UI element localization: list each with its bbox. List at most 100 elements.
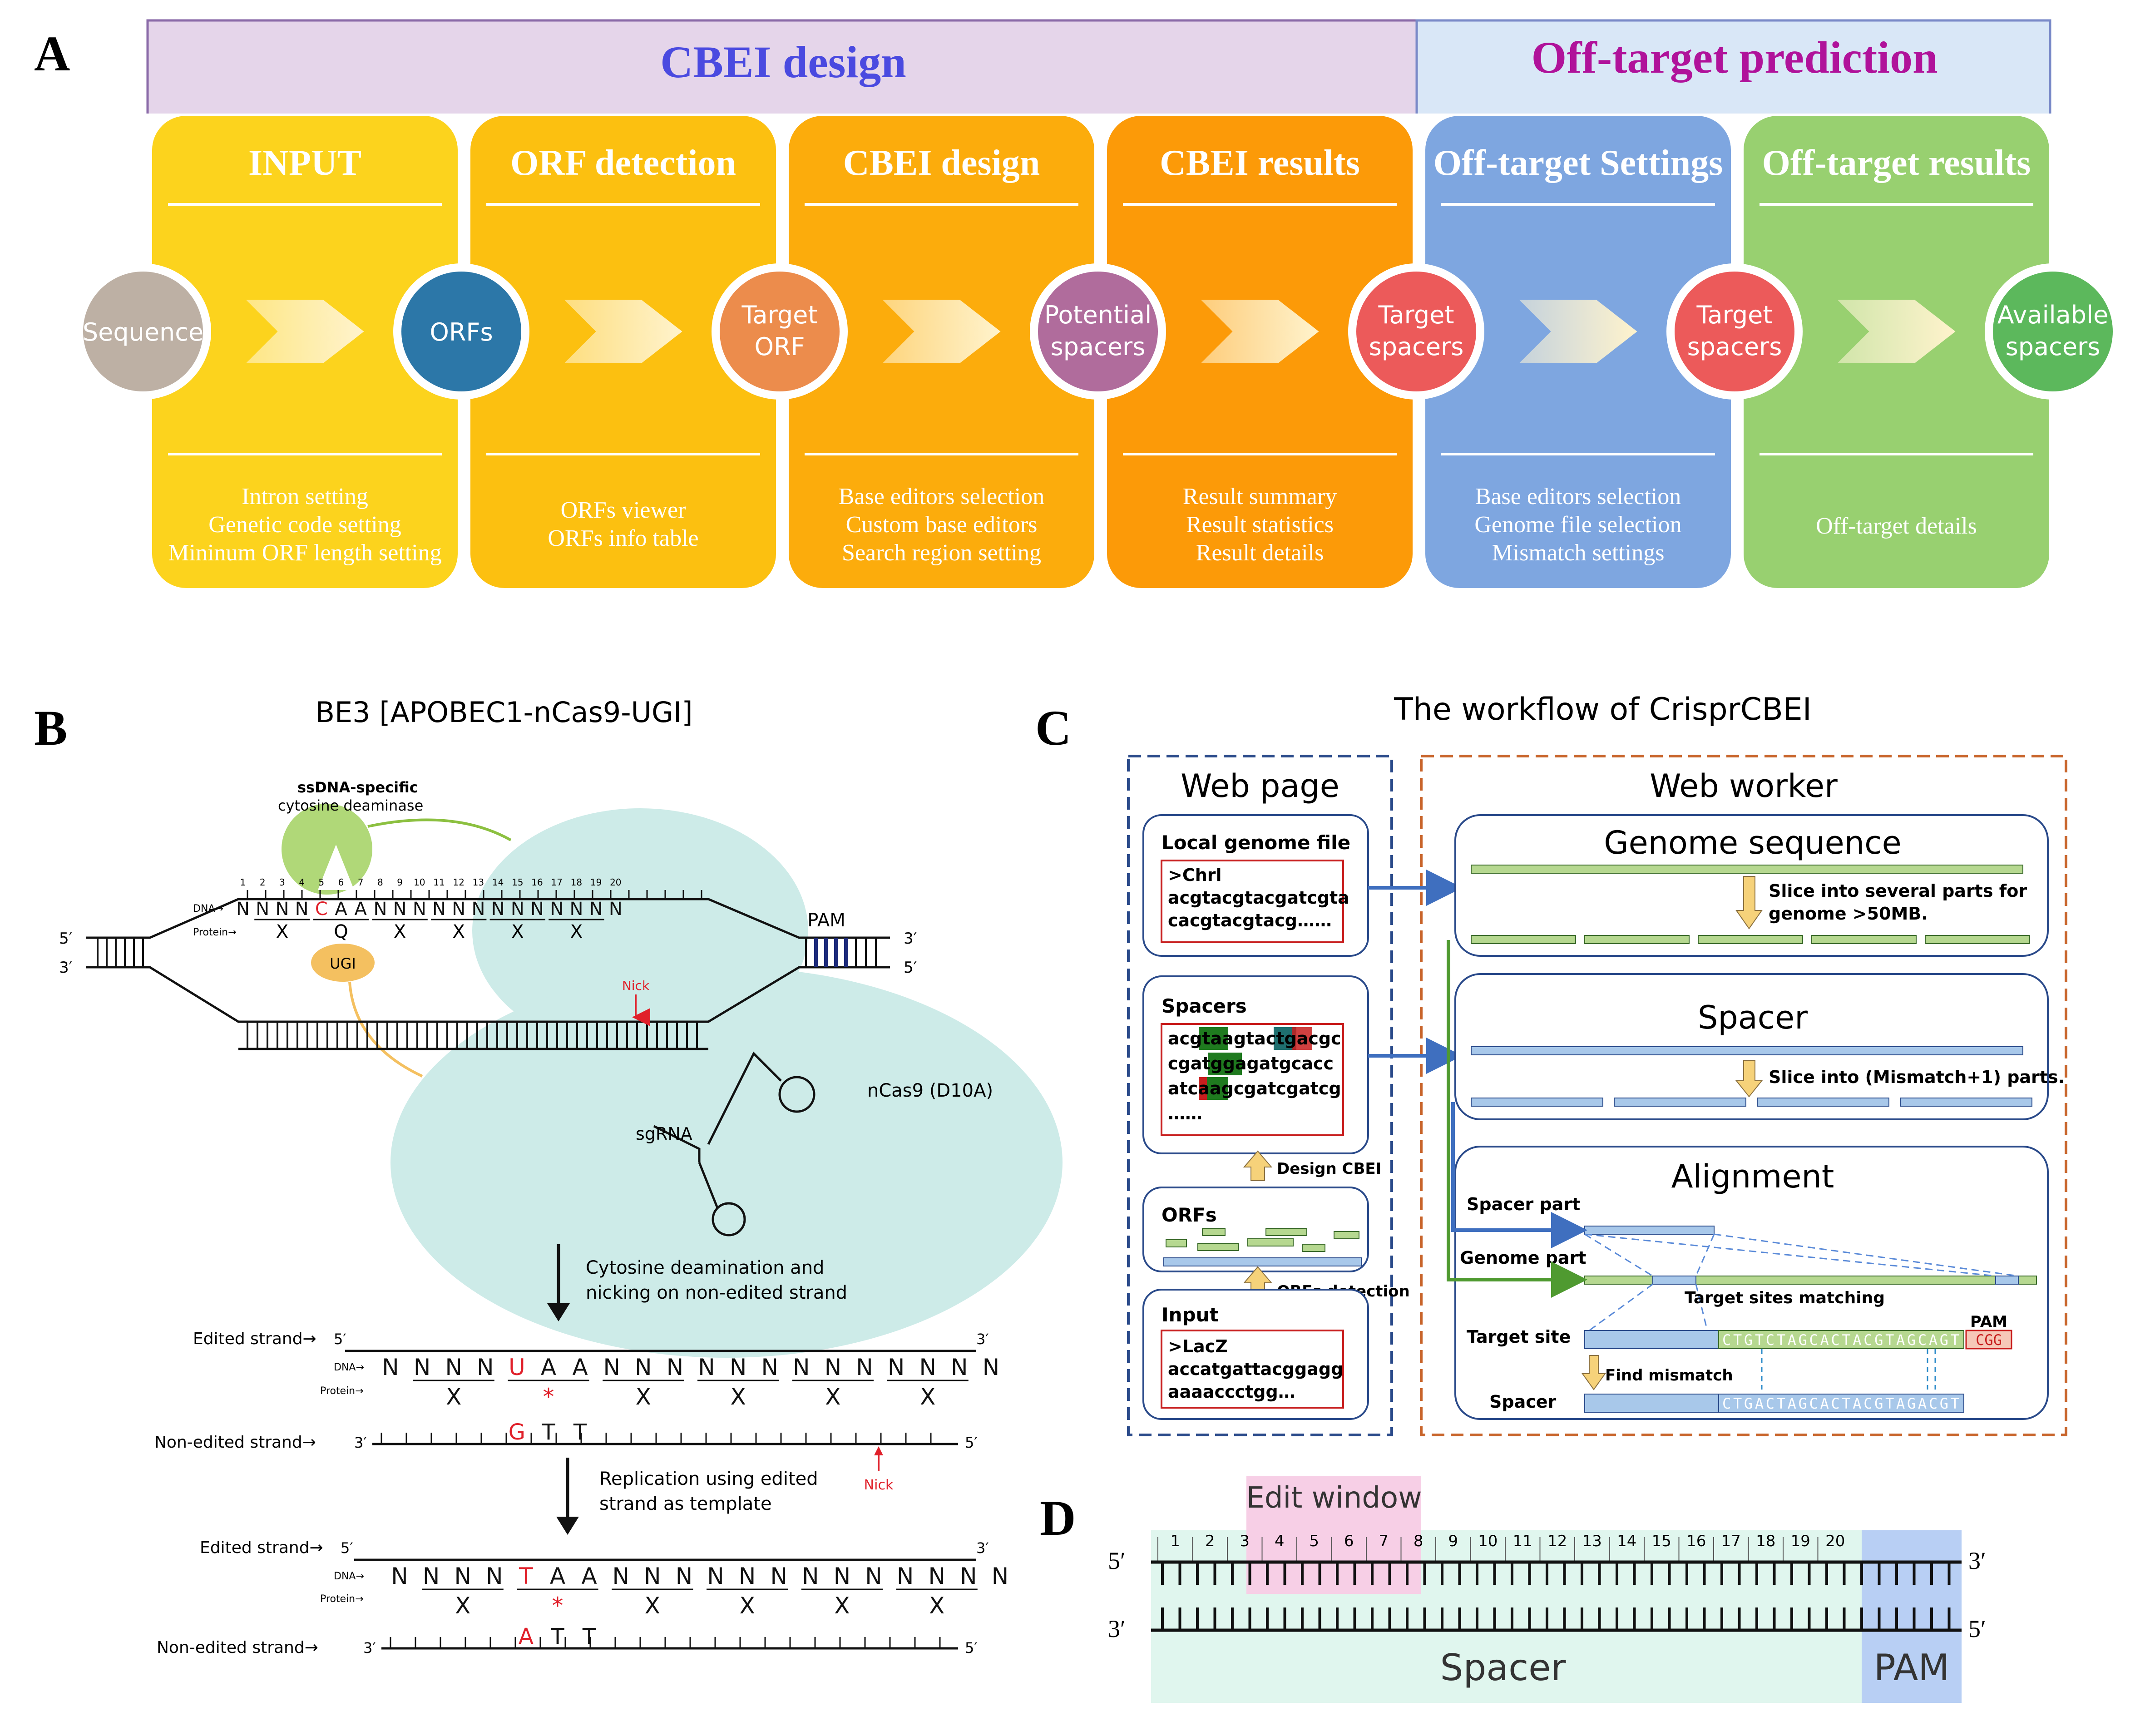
dna-base: N (414, 1354, 430, 1380)
ncas9-label: nCas9 (D10A) (867, 1080, 993, 1101)
position-8: 8 (1414, 1532, 1423, 1550)
dna-base: N (445, 1354, 462, 1380)
dna-base: N (802, 1563, 819, 1589)
position-number: 19 (590, 877, 602, 888)
nick-mid-arrowhead (874, 1446, 883, 1455)
position-number: 8 (377, 877, 383, 888)
dna-base: N (550, 899, 563, 920)
dna-base: N (983, 1354, 999, 1380)
position-3: 3 (1240, 1532, 1250, 1550)
dna-base: N (373, 899, 387, 920)
position-number: 1 (240, 877, 246, 888)
sgrna-label: sgRNA (636, 1124, 692, 1144)
dna-base: N (951, 1354, 968, 1380)
dna-base: N (761, 1354, 778, 1380)
spacer-part-label: Spacer part (1467, 1194, 1580, 1214)
dna-base: N (992, 1563, 1008, 1589)
prime-3-left-bottom: 3′ (59, 959, 72, 977)
spacer-part-bar (1584, 1226, 1715, 1235)
position-19: 19 (1791, 1532, 1810, 1550)
complement-base: T (573, 1419, 587, 1445)
flow-arrow (1519, 300, 1637, 363)
spacer-highlight-4 (1208, 1053, 1242, 1075)
dna-base: N (275, 899, 289, 920)
dna-base: N (569, 899, 583, 920)
codon-aa: X (730, 1384, 746, 1410)
codon-aa: * (543, 1384, 554, 1410)
mid-nonedited-rungs (381, 1433, 932, 1444)
web-page-label: Web page (1181, 767, 1339, 805)
dna-base: N (477, 1354, 494, 1380)
position-numbers: 1 2 3 4 5 6 7 8 9 10 11 12 13 14 15 16 17 18 19 20 (1157, 1532, 1845, 1562)
stage-feature-text: Result summary (1183, 484, 1337, 509)
stage-feature-text: Mininum ORF length setting (168, 540, 441, 566)
orfs-track (1163, 1257, 1362, 1266)
stage-node-circle (1356, 272, 1476, 391)
spacer-highlight-3 (1292, 1027, 1312, 1050)
web-worker-label: Web worker (1650, 767, 1838, 805)
spacer-label-d: Spacer (1440, 1647, 1566, 1689)
position-number: 17 (551, 877, 562, 888)
dna-base: N (391, 1563, 408, 1589)
position-12: 12 (1547, 1532, 1567, 1550)
protein-prefix-mid: Protein→ (320, 1385, 364, 1397)
pam-label-c: PAM (1970, 1313, 2007, 1331)
position-number: 20 (610, 877, 621, 888)
stage-column-title: ORF detection (510, 143, 736, 183)
d-5prime-left: 5′ (1108, 1547, 1126, 1574)
bot-nonedited-3prime: 3′ (363, 1639, 376, 1657)
stage-node-circle (1038, 272, 1158, 391)
non-edited-label-bot: Non-edited strand→ (157, 1638, 318, 1657)
spacers-box (1161, 1023, 1344, 1136)
deaminase-linker (367, 818, 512, 841)
dna-base: N (530, 899, 544, 920)
panel-c-letter: C (1035, 700, 1071, 756)
stage-node-6: Target spacers (1666, 263, 1803, 400)
stage-node-circle (83, 272, 203, 391)
bot-sequence: N N N N T A A N N N N N N N N N N N N NX * X X X XA T T (391, 1563, 1008, 1649)
position-10: 10 (1478, 1532, 1498, 1550)
stage-node-4: Potential spacers (1030, 263, 1166, 400)
position-number: 10 (414, 877, 425, 888)
spacer-seq-box (1718, 1394, 1964, 1413)
position-number: 11 (433, 877, 445, 888)
dna-base: T (519, 1563, 533, 1589)
panel-d-letter: D (1040, 1490, 1076, 1546)
panel-d: D Edit window 1 2 3 4 5 6 7 8 9 10 11 12 13 14 15 16 17 1… (1040, 1476, 1986, 1703)
stage-feature-text: Result statistics (1186, 512, 1334, 538)
codon-aa: X (929, 1593, 944, 1619)
codon-aa: X (455, 1593, 470, 1619)
spacer-highlight-1 (1199, 1027, 1228, 1050)
stage-arrows (246, 300, 1956, 363)
stage-node-circle (401, 272, 521, 391)
dna-base: N (393, 899, 407, 920)
position-11: 11 (1513, 1532, 1532, 1550)
base-pair-rungs (1161, 1562, 1951, 1630)
position-1: 1 (1170, 1532, 1180, 1550)
position-6: 6 (1344, 1532, 1354, 1550)
dna-base: N (486, 1563, 503, 1589)
position-5: 5 (1309, 1532, 1319, 1550)
complement-base: T (541, 1419, 555, 1445)
dna-base: N (730, 1354, 746, 1380)
spacers-line-4: …… (1168, 1103, 1202, 1123)
slice-genome-line2: genome >50MB. (1769, 904, 1928, 924)
genome-feed-path (1447, 940, 1587, 1298)
stage-node-7: Available spacers (1985, 263, 2121, 400)
dna-base: N (856, 1354, 873, 1380)
step2-line1: Replication using edited (599, 1469, 818, 1489)
slice-spacer-label: Slice into (Mismatch+1) parts. (1769, 1067, 2065, 1087)
position-15: 15 (1652, 1532, 1671, 1550)
step2-line2: strand as template (599, 1494, 772, 1514)
stage-column-title: CBEI results (1160, 143, 1360, 183)
local-genome-box (1161, 860, 1344, 943)
stage-column-title: Off-target Settings (1433, 143, 1723, 183)
complement-base: T (582, 1624, 596, 1649)
dna-base: N (739, 1563, 756, 1589)
sgrna-structure (653, 1051, 816, 1236)
find-mismatch-label: Find mismatch (1605, 1366, 1733, 1385)
flow-arrow (564, 300, 682, 363)
pam-label: PAM (807, 910, 845, 931)
stage-node-circle (1675, 272, 1794, 391)
